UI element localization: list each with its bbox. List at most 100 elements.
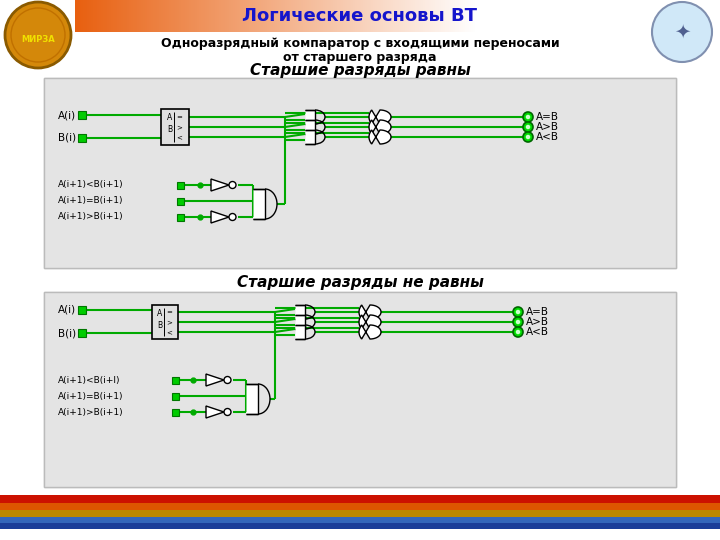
Circle shape (516, 330, 521, 334)
Bar (273, 0, 275, 32)
Bar (245, 0, 247, 32)
Bar (285, 0, 287, 32)
Bar (143, 0, 145, 32)
Bar (171, 408, 179, 415)
Bar (389, 0, 391, 32)
Bar (337, 0, 339, 32)
Text: A=B: A=B (536, 112, 559, 122)
Bar (287, 0, 289, 32)
Text: A(i+1)<B(i+1): A(i+1)<B(i+1) (58, 180, 124, 190)
Bar (439, 0, 441, 32)
Text: >: > (176, 124, 182, 130)
Bar (261, 0, 263, 32)
Bar (181, 0, 183, 32)
Bar (283, 0, 285, 32)
Bar (127, 0, 129, 32)
Bar (443, 0, 445, 32)
Bar (153, 0, 155, 32)
Text: A(i): A(i) (58, 305, 76, 315)
Bar (377, 0, 379, 32)
Bar (191, 0, 193, 32)
Bar (281, 0, 283, 32)
Bar (467, 0, 469, 32)
Bar (397, 0, 399, 32)
Bar (215, 0, 217, 32)
Bar (323, 0, 325, 32)
Bar (103, 0, 105, 32)
Bar (351, 0, 353, 32)
Bar (473, 0, 475, 32)
Bar (129, 0, 131, 32)
Circle shape (652, 2, 712, 62)
Bar (431, 0, 433, 32)
Bar (365, 0, 367, 32)
Bar (433, 0, 435, 32)
Bar (449, 0, 451, 32)
Bar (453, 0, 455, 32)
Circle shape (526, 115, 530, 119)
Bar (451, 0, 453, 32)
Text: B: B (168, 125, 173, 134)
Bar (417, 0, 419, 32)
Bar (78, 329, 86, 337)
Bar (419, 0, 421, 32)
Bar (0, 510, 720, 517)
Bar (437, 0, 439, 32)
Circle shape (513, 307, 523, 317)
Bar (149, 0, 151, 32)
Polygon shape (211, 211, 229, 223)
Bar (395, 0, 397, 32)
Bar (293, 0, 295, 32)
Bar (107, 0, 109, 32)
Circle shape (5, 2, 71, 68)
Bar (383, 0, 385, 32)
Bar (75, 0, 77, 32)
Text: Старшие разряды равны: Старшие разряды равны (250, 64, 470, 78)
Bar (78, 111, 86, 119)
Bar (355, 0, 357, 32)
Bar (203, 0, 205, 32)
Circle shape (513, 317, 523, 327)
Bar (459, 0, 461, 32)
Text: A=B: A=B (526, 307, 549, 317)
Bar (44, 292, 676, 487)
Bar (375, 0, 377, 32)
Bar (421, 0, 423, 32)
Bar (257, 0, 259, 32)
Bar (77, 0, 79, 32)
Bar (241, 0, 243, 32)
Text: A(i+1)>B(i+1): A(i+1)>B(i+1) (58, 213, 124, 221)
Bar (289, 0, 291, 32)
Text: A(i+1)=B(i+1): A(i+1)=B(i+1) (58, 197, 124, 206)
Bar (305, 0, 307, 32)
Bar (201, 0, 203, 32)
Bar (44, 78, 676, 268)
Text: A: A (158, 308, 163, 318)
Bar (349, 0, 351, 32)
Bar (221, 0, 223, 32)
Polygon shape (359, 325, 381, 339)
Bar (447, 0, 449, 32)
Polygon shape (305, 110, 315, 124)
Bar (152, 305, 178, 339)
Bar (205, 0, 207, 32)
Bar (87, 0, 89, 32)
Bar (117, 0, 119, 32)
Bar (271, 0, 273, 32)
Bar (83, 0, 85, 32)
Bar (427, 0, 429, 32)
Bar (0, 503, 720, 510)
Text: B(i): B(i) (58, 133, 76, 143)
Bar (423, 0, 425, 32)
Bar (217, 0, 219, 32)
Bar (405, 0, 407, 32)
Bar (233, 0, 235, 32)
Bar (0, 32, 720, 495)
Bar (177, 0, 179, 32)
Bar (461, 0, 463, 32)
Polygon shape (305, 120, 315, 134)
Bar (291, 0, 293, 32)
Text: >: > (166, 319, 172, 325)
Bar (145, 0, 147, 32)
Bar (151, 0, 153, 32)
